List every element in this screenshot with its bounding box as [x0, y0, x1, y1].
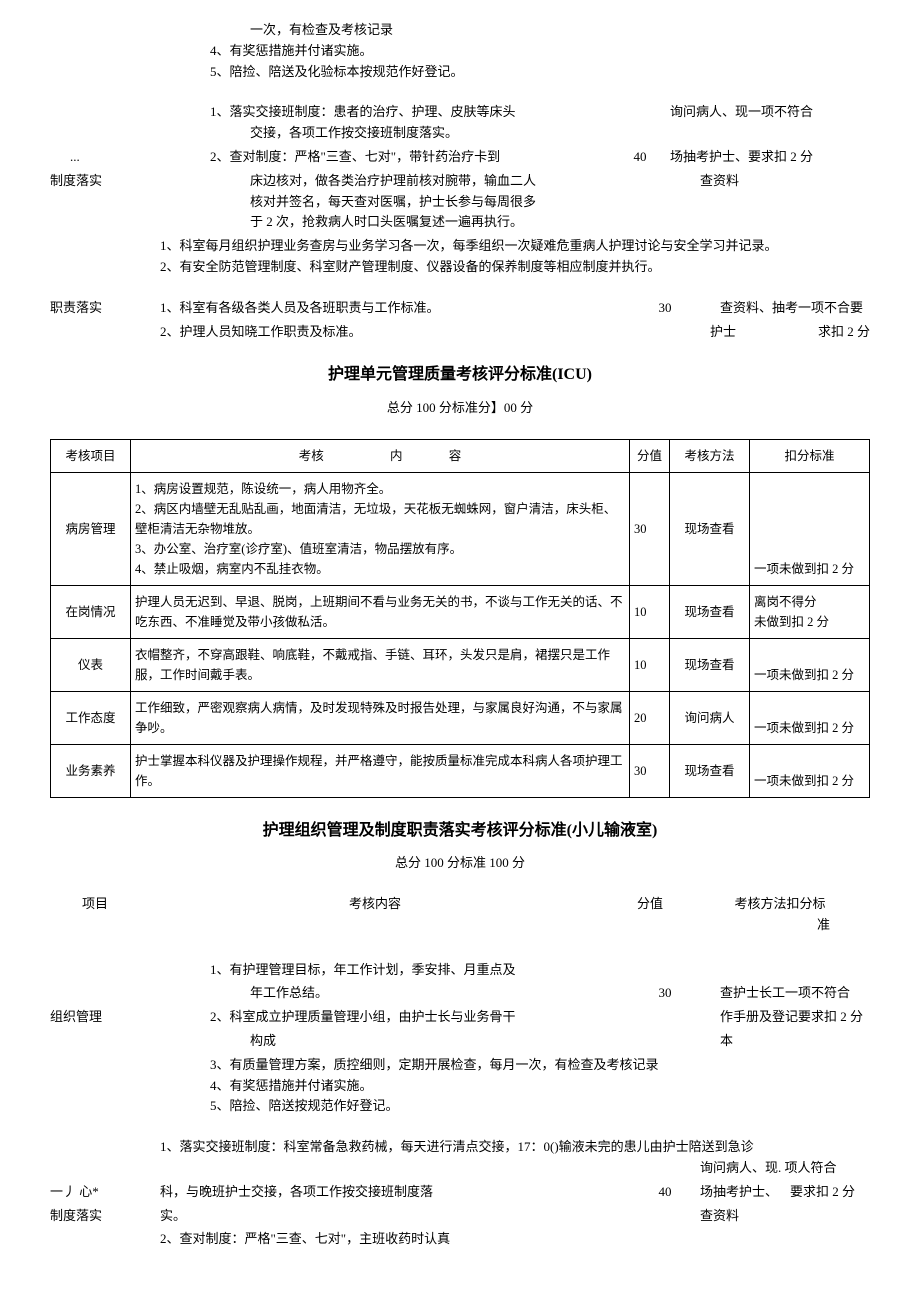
ps-line: 实。 — [140, 1206, 640, 1227]
cell-score: 30 — [630, 744, 670, 797]
icu-scoreline: 总分 100 分标准分】00 分 — [50, 398, 870, 419]
cell-content: 工作细致，严密观察病人病情，及时发现特殊及时报告处理，与家属良好沟通，不与家属争… — [131, 691, 630, 744]
org-score: 30 — [640, 983, 690, 1004]
th-method: 考核方法 — [670, 439, 750, 472]
ped-system-block: 1、落实交接班制度：科室常备急救药械，每天进行清点交接，17：0()输液未完的患… — [50, 1137, 870, 1250]
org-line: 2、科室成立护理质量管理小组，由护士长与业务骨干 — [140, 1007, 640, 1028]
duty-score: 30 — [640, 298, 690, 319]
content-line: 床边核对，做各类治疗护理前核对腕带，输血二人 — [250, 171, 610, 192]
ps-method: 询问病人、现. 项人符合 — [690, 1158, 870, 1179]
ps-penalty: 要求扣 2 分 — [790, 1182, 870, 1203]
ps-line: 1、落实交接班制度：科室常备急救药械，每天进行清点交接，17：0()输液未完的患… — [50, 1137, 870, 1158]
duty-method: 查资料、抽考一项不合要 — [690, 298, 870, 319]
cell-penalty: 一项未做到扣 2 分 — [750, 638, 870, 691]
cell-penalty: 一项未做到扣 2 分 — [750, 691, 870, 744]
row-label: 制度落实 — [50, 171, 140, 192]
duty-line: 1、科室有各级各类人员及各班职责与工作标准。 — [140, 298, 640, 319]
cell-content: 护士掌握本科仪器及护理操作规程，并严格遵守，能按质量标准完成本科病人各项护理工作… — [131, 744, 630, 797]
cell-method: 询问病人 — [670, 691, 750, 744]
th-penalty: 扣分标准 — [750, 439, 870, 472]
icu-title: 护理单元管理质量考核评分标准(ICU) — [50, 362, 870, 388]
ps-line: 2、查对制度：严格"三查、七对"，主班收药时认真 — [50, 1229, 870, 1250]
ped-h-content: 考核内容 — [140, 894, 610, 936]
duty-line: 2、护理人员知晓工作职责及标准。 — [140, 322, 630, 343]
cell-score: 10 — [630, 585, 670, 638]
cell-content: 1、病房设置规范，陈设统一，病人用物齐全。 2、病区内墙壁无乱贴乱画，地面清洁，… — [131, 472, 630, 585]
system-block: 1、落实交接班制度：患者的治疗、护理、皮肤等床头 交接，各项工作按交接班制度落实… — [50, 102, 870, 277]
org-method: 查护士长工一项不符合 — [690, 983, 870, 1004]
icu-table: 考核项目 考核 内 容 分值 考核方法 扣分标准 病房管理1、病房设置规范，陈设… — [50, 439, 870, 798]
ped-header-row: 项目 考核内容 分值 考核方法扣分标 准 — [50, 894, 870, 936]
cell-score: 30 — [630, 472, 670, 585]
ps-score: 40 — [640, 1182, 690, 1203]
duty-method: 护士 — [680, 322, 780, 343]
duty-penalty: 求扣 2 分 — [780, 322, 870, 343]
content-line: 核对并签名，每天查对医嘱，护士长参与每周很多 — [250, 192, 610, 213]
duty-block: 职责落实 1、科室有各级各类人员及各班职责与工作标准。 30 查资料、抽考一项不… — [50, 298, 870, 343]
content-line: 交接，各项工作按交接班制度落实。 — [210, 123, 610, 144]
extra-line: 2、有安全防范管理制度、科室财产管理制度、仪器设备的保养制度等相应制度并执行。 — [50, 257, 870, 278]
cell-method: 现场查看 — [670, 585, 750, 638]
line: 5、陪捡、陪送及化验标本按规范作好登记。 — [50, 62, 870, 83]
score-value: 40 — [610, 147, 670, 168]
ps-method: 场抽考护士、 — [690, 1182, 790, 1203]
cell-method: 现场查看 — [670, 744, 750, 797]
ped-h-item: 项目 — [50, 894, 140, 936]
cell-penalty: 一项未做到扣 2 分 — [750, 472, 870, 585]
table-row: 仪表衣帽整齐，不穿高跟鞋、响底鞋，不戴戒指、手链、耳环，头发只是肩，裙摆只是工作… — [51, 638, 870, 691]
table-row: 在岗情况护理人员无迟到、早退、脱岗，上班期间不看与业务无关的书，不谈与工作无关的… — [51, 585, 870, 638]
line: 4、有奖惩措施并付诸实施。 — [50, 41, 870, 62]
ped-h-method: 考核方法扣分标 — [690, 894, 870, 915]
org-line: 5、陪捡、陪送按规范作好登记。 — [50, 1096, 870, 1117]
cell-item: 业务素养 — [51, 744, 131, 797]
org-label: 组织管理 — [50, 1007, 140, 1028]
cell-item: 仪表 — [51, 638, 131, 691]
cell-penalty: 一项未做到扣 2 分 — [750, 744, 870, 797]
extra-line: 1、科室每月组织护理业务查房与业务学习各一次，每季组织一次疑难危重病人护理讨论与… — [50, 236, 870, 257]
org-block: 1、有护理管理目标，年工作计划，季安排、月重点及 年工作总结。 30 查护士长工… — [50, 960, 870, 1118]
ped-h-score: 分值 — [610, 894, 690, 936]
org-line: 1、有护理管理目标，年工作计划，季安排、月重点及 — [140, 960, 640, 981]
cell-penalty: 离岗不得分 未做到扣 2 分 — [750, 585, 870, 638]
top-continuation: 一次，有检查及考核记录 4、有奖惩措施并付诸实施。 5、陪捡、陪送及化验标本按规… — [50, 20, 870, 82]
cell-content: 衣帽整齐，不穿高跟鞋、响底鞋，不戴戒指、手链、耳环，头发只是肩，裙摆只是工作服，… — [131, 638, 630, 691]
ellipsis: ... — [50, 147, 140, 168]
table-row: 业务素养护士掌握本科仪器及护理操作规程，并严格遵守，能按质量标准完成本科病人各项… — [51, 744, 870, 797]
cell-method: 现场查看 — [670, 472, 750, 585]
duty-label: 职责落实 — [50, 298, 140, 319]
method-line: 查资料 — [670, 171, 870, 192]
ped-h-method-sub: 准 — [690, 915, 870, 936]
method-line: 场抽考护士、要求扣 2 分 — [670, 147, 870, 168]
cell-item: 在岗情况 — [51, 585, 131, 638]
th-item: 考核项目 — [51, 439, 131, 472]
th-score: 分值 — [630, 439, 670, 472]
table-row: 病房管理1、病房设置规范，陈设统一，病人用物齐全。 2、病区内墙壁无乱贴乱画，地… — [51, 472, 870, 585]
cell-score: 20 — [630, 691, 670, 744]
cell-content: 护理人员无迟到、早退、脱岗，上班期间不看与业务无关的书，不谈与工作无关的话、不吃… — [131, 585, 630, 638]
cell-item: 工作态度 — [51, 691, 131, 744]
org-method: 作手册及登记要求扣 2 分 — [690, 1007, 870, 1028]
org-method: 本 — [690, 1031, 870, 1052]
org-line: 年工作总结。 — [140, 983, 640, 1004]
cell-item: 病房管理 — [51, 472, 131, 585]
ps-method: 查资料 — [690, 1206, 870, 1227]
th-content: 考核 内 容 — [131, 439, 630, 472]
ped-scoreline: 总分 100 分标准 100 分 — [50, 853, 870, 874]
table-row: 工作态度工作细致，严密观察病人病情，及时发现特殊及时报告处理，与家属良好沟通，不… — [51, 691, 870, 744]
ps-line: 科，与晚班护士交接，各项工作按交接班制度落 — [140, 1182, 640, 1203]
line: 一次，有检查及考核记录 — [50, 20, 870, 41]
content-line: 1、落实交接班制度：患者的治疗、护理、皮肤等床头 — [210, 102, 610, 123]
ped-title: 护理组织管理及制度职责落实考核评分标准(小儿输液室) — [50, 818, 870, 844]
org-line: 3、有质量管理方案，质控细则，定期开展检查，每月一次，有检查及考核记录 — [50, 1055, 870, 1076]
ps-prefix: 一丿 心* — [50, 1182, 140, 1203]
org-line: 4、有奖惩措施并付诸实施。 — [50, 1076, 870, 1097]
method-line: 询问病人、现一项不符合 — [670, 102, 870, 123]
ps-label: 制度落实 — [50, 1206, 140, 1227]
cell-method: 现场查看 — [670, 638, 750, 691]
org-line: 构成 — [140, 1031, 640, 1052]
content-line: 于 2 次，抢救病人时口头医嘱复述一遍再执行。 — [250, 212, 610, 233]
content-line: 2、查对制度：严格"三查、七对"，带针药治疗卡到 — [210, 147, 610, 168]
cell-score: 10 — [630, 638, 670, 691]
